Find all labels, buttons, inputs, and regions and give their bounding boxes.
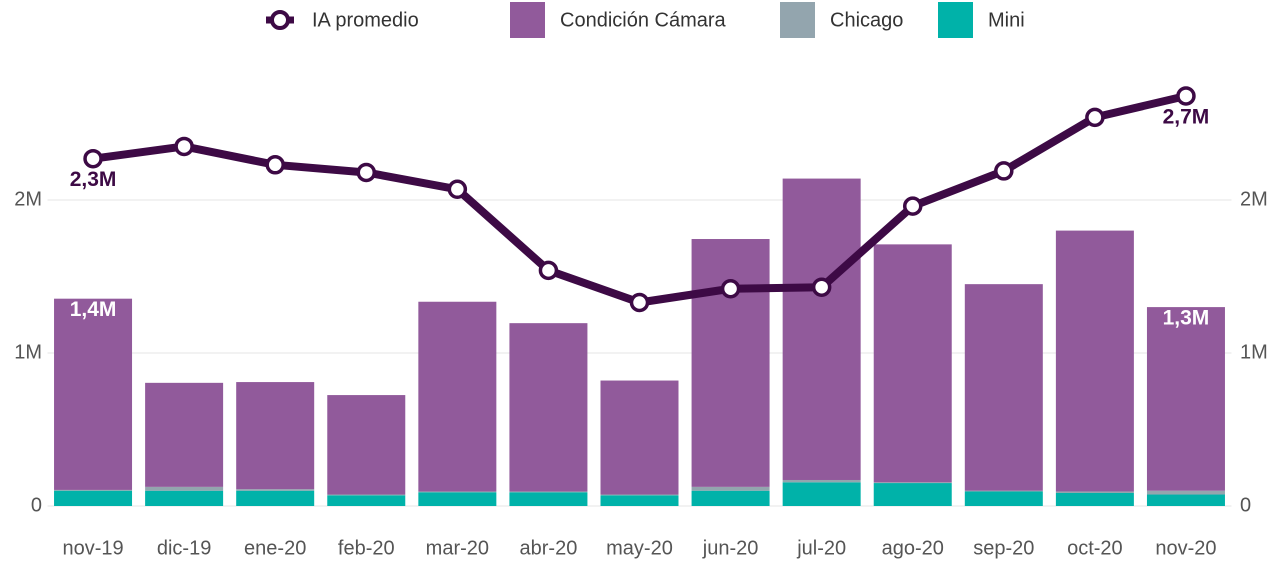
x-tick-label: jul-20 xyxy=(796,537,846,559)
line-marker xyxy=(356,162,377,183)
x-tick-label: ago-20 xyxy=(882,537,944,559)
x-tick-label: ene-20 xyxy=(244,537,306,559)
legend-label: Mini xyxy=(988,9,1025,31)
bar-segment xyxy=(418,301,497,492)
bar-segment xyxy=(1055,492,1134,506)
bar-segment xyxy=(509,492,588,506)
bar-segment xyxy=(1146,494,1225,506)
bar-segment xyxy=(145,382,224,487)
y-tick-label: 2M xyxy=(14,188,42,210)
bar-segment xyxy=(145,486,224,491)
line-value-label: 2,3M xyxy=(70,168,117,191)
line-marker xyxy=(174,136,194,157)
bar-segment xyxy=(873,482,952,484)
x-tick-label: abr-20 xyxy=(520,537,578,559)
bar-segment xyxy=(691,486,770,491)
line-marker xyxy=(447,179,468,200)
line-marker xyxy=(265,155,285,175)
y2-tick-label: 2M xyxy=(1240,188,1268,210)
x-tick-label: may-20 xyxy=(606,537,673,559)
bar-segment xyxy=(236,382,315,490)
y2-tick-label: 1M xyxy=(1240,341,1268,363)
bar-segment xyxy=(1055,230,1134,492)
line-marker xyxy=(629,292,650,313)
bar-segment xyxy=(327,395,406,495)
y-tick-label: 1M xyxy=(14,341,42,363)
line-marker xyxy=(811,277,832,297)
bar-segment xyxy=(600,380,679,495)
x-tick-label: dic-19 xyxy=(157,537,211,559)
bar-segment xyxy=(782,482,861,506)
bar-segment xyxy=(964,284,1043,491)
bar-segment xyxy=(782,479,861,483)
bar-segment xyxy=(873,483,952,506)
y-tick-label: 0 xyxy=(31,494,42,516)
bar-segment xyxy=(964,491,1043,506)
line-marker xyxy=(1176,86,1196,106)
line-marker xyxy=(994,161,1014,181)
bar-segment xyxy=(418,492,497,506)
bar-segment xyxy=(873,244,952,483)
bar-segment xyxy=(691,239,770,487)
bar-total-label: 1,4M xyxy=(70,298,117,321)
bar-total-label: 1,3M xyxy=(1163,307,1210,330)
line-marker xyxy=(1085,107,1105,128)
bar-segment xyxy=(1146,490,1225,495)
x-tick-label: sep-20 xyxy=(973,537,1034,559)
bar-segment xyxy=(236,489,315,491)
bar-segment xyxy=(509,323,588,492)
bar-segment xyxy=(600,494,679,496)
line xyxy=(92,92,1187,307)
bar-segment xyxy=(782,178,861,480)
bar-segment xyxy=(1055,491,1134,493)
bar-segment xyxy=(1146,307,1225,491)
legend-label: IA promedio xyxy=(312,9,419,31)
bar-segment xyxy=(600,495,679,506)
bar-segment xyxy=(327,494,406,496)
legend-label: Chicago xyxy=(830,9,903,31)
bar-segment xyxy=(691,490,770,506)
legend-swatch xyxy=(938,2,973,38)
legend-swatch xyxy=(510,2,545,38)
x-tick-label: jun-20 xyxy=(702,537,759,559)
bar-segment xyxy=(418,491,497,493)
line-marker xyxy=(83,148,103,169)
bar-segment xyxy=(54,489,133,491)
x-tick-label: oct-20 xyxy=(1067,537,1123,559)
bar-segment xyxy=(236,490,315,506)
bar-segment xyxy=(964,490,1043,492)
legend-label: Condición Cámara xyxy=(560,9,727,31)
x-tick-label: nov-19 xyxy=(62,537,123,559)
bar-segment xyxy=(509,491,588,493)
legend-swatch xyxy=(780,2,815,38)
x-tick-label: nov-20 xyxy=(1155,537,1216,559)
y2-tick-label: 0 xyxy=(1240,494,1251,516)
line-marker xyxy=(720,278,741,299)
line-marker xyxy=(538,260,559,281)
bar-segment xyxy=(54,298,133,490)
bar-segment xyxy=(54,490,133,506)
legend-marker xyxy=(270,10,290,30)
bar-segment xyxy=(327,495,406,506)
line-marker xyxy=(902,196,923,216)
x-tick-label: mar-20 xyxy=(426,537,489,559)
line-value-label: 2,7M xyxy=(1163,106,1210,129)
x-tick-label: feb-20 xyxy=(338,537,395,559)
bar-segment xyxy=(145,490,224,506)
